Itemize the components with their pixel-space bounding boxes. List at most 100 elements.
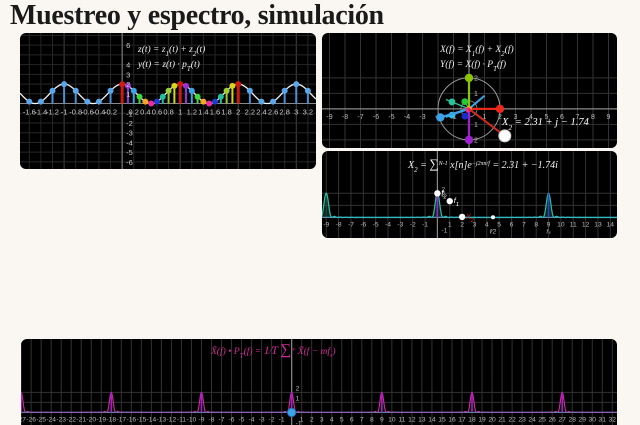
svg-text:-1: -1 bbox=[279, 416, 285, 423]
svg-text:-6: -6 bbox=[373, 114, 379, 121]
svg-text:21: 21 bbox=[498, 416, 506, 423]
svg-text:-11: -11 bbox=[177, 416, 186, 423]
svg-text:-16: -16 bbox=[126, 416, 136, 423]
svg-text:1.6: 1.6 bbox=[210, 108, 220, 117]
svg-text:20: 20 bbox=[488, 416, 496, 423]
svg-text:12: 12 bbox=[408, 416, 416, 423]
svg-text:30: 30 bbox=[589, 416, 597, 423]
svg-text:-8: -8 bbox=[209, 416, 215, 423]
svg-text:3.2: 3.2 bbox=[303, 108, 313, 117]
svg-text:25: 25 bbox=[538, 416, 546, 423]
svg-text:1.8: 1.8 bbox=[221, 108, 231, 117]
svg-text:8: 8 bbox=[534, 222, 538, 229]
svg-text:1: 1 bbox=[126, 90, 130, 99]
svg-text:13: 13 bbox=[594, 222, 602, 229]
svg-text:-21: -21 bbox=[76, 416, 86, 423]
svg-text:-10: -10 bbox=[187, 416, 197, 423]
svg-text:32: 32 bbox=[609, 416, 617, 423]
svg-text:4: 4 bbox=[485, 222, 489, 229]
svg-text:-1: -1 bbox=[126, 109, 133, 118]
svg-text:X2 = ∑N-1 x[n]e−j2πn/f = 2.31: X2 = ∑N-1 x[n]e−j2πn/f = 2.31 + −1.74i bbox=[407, 156, 558, 174]
svg-text:-1.2: -1.2 bbox=[46, 108, 59, 117]
svg-text:fₛ: fₛ bbox=[546, 229, 551, 236]
svg-text:-4: -4 bbox=[249, 416, 255, 423]
svg-text:6: 6 bbox=[126, 41, 130, 50]
svg-text:-2: -2 bbox=[126, 119, 133, 128]
svg-text:27: 27 bbox=[558, 416, 566, 423]
svg-text:X̃(f) • PT(f) = 1⁄T ∑∞ X̃(f −: X̃(f) • PT(f) = 1⁄T ∑∞ X̃(f − mfs) bbox=[210, 342, 336, 360]
svg-text:-7: -7 bbox=[348, 222, 354, 229]
svg-text:1: 1 bbox=[474, 122, 478, 129]
svg-text:-17: -17 bbox=[116, 416, 126, 423]
svg-text:-6: -6 bbox=[229, 416, 235, 423]
svg-text:-5: -5 bbox=[388, 114, 394, 121]
svg-text:-18: -18 bbox=[106, 416, 116, 423]
svg-text:-14: -14 bbox=[147, 416, 157, 423]
svg-text:-12: -12 bbox=[167, 416, 177, 423]
svg-text:2.8: 2.8 bbox=[279, 108, 289, 117]
svg-text:3: 3 bbox=[294, 108, 298, 117]
svg-text:-9: -9 bbox=[323, 222, 329, 229]
svg-text:26: 26 bbox=[548, 416, 556, 423]
svg-text:4: 4 bbox=[330, 416, 334, 423]
svg-text:-1: -1 bbox=[422, 222, 428, 229]
svg-text:-3: -3 bbox=[419, 114, 425, 121]
svg-text:9: 9 bbox=[547, 222, 551, 229]
svg-text:X2 = 2.31 + j − 1.74: X2 = 2.31 + j − 1.74 bbox=[501, 117, 590, 132]
svg-text:-9: -9 bbox=[198, 416, 204, 423]
svg-text:-4: -4 bbox=[126, 138, 133, 147]
svg-text:-7: -7 bbox=[219, 416, 225, 423]
svg-text:7: 7 bbox=[522, 222, 526, 229]
svg-text:-1: -1 bbox=[441, 228, 447, 235]
svg-text:8: 8 bbox=[591, 114, 595, 121]
svg-text:12: 12 bbox=[582, 222, 590, 229]
svg-text:2: 2 bbox=[310, 416, 314, 423]
svg-text:2.2: 2.2 bbox=[245, 108, 255, 117]
svg-text:Y(f) = X(f) · PT(f): Y(f) = X(f) · PT(f) bbox=[440, 59, 506, 73]
svg-text:1.2: 1.2 bbox=[187, 108, 197, 117]
svg-text:-6: -6 bbox=[126, 158, 133, 167]
svg-text:11: 11 bbox=[398, 416, 405, 423]
svg-text:5: 5 bbox=[340, 416, 344, 423]
svg-text:2: 2 bbox=[236, 108, 240, 117]
svg-text:24: 24 bbox=[528, 416, 536, 423]
svg-text:0.8: 0.8 bbox=[163, 108, 173, 117]
svg-text:1: 1 bbox=[296, 395, 300, 402]
svg-text:11: 11 bbox=[570, 222, 577, 229]
svg-text:-8: -8 bbox=[342, 114, 348, 121]
svg-text:18: 18 bbox=[468, 416, 476, 423]
svg-text:9: 9 bbox=[607, 114, 611, 121]
svg-text:-23: -23 bbox=[56, 416, 66, 423]
svg-text:9: 9 bbox=[380, 416, 384, 423]
svg-text:1: 1 bbox=[448, 222, 452, 229]
svg-text:z(t) = z1(t) + z2(t): z(t) = z1(t) + z2(t) bbox=[137, 44, 205, 58]
svg-text:-9: -9 bbox=[326, 114, 332, 121]
svg-text:3: 3 bbox=[320, 416, 324, 423]
svg-text:-1: -1 bbox=[61, 108, 68, 117]
svg-text:-4: -4 bbox=[404, 114, 410, 121]
svg-text:-3: -3 bbox=[397, 222, 403, 229]
svg-text:29: 29 bbox=[579, 416, 587, 423]
svg-text:-13: -13 bbox=[157, 416, 167, 423]
svg-text:23: 23 bbox=[518, 416, 526, 423]
svg-text:19: 19 bbox=[478, 416, 486, 423]
svg-text:-20: -20 bbox=[86, 416, 96, 423]
svg-text:-7: -7 bbox=[357, 114, 363, 121]
svg-text:-1: -1 bbox=[296, 420, 302, 425]
svg-text:-25: -25 bbox=[36, 416, 46, 423]
svg-text:2: 2 bbox=[296, 385, 300, 392]
svg-text:22: 22 bbox=[508, 416, 516, 423]
svg-text:-24: -24 bbox=[46, 416, 56, 423]
svg-text:14: 14 bbox=[607, 222, 615, 229]
svg-text:-2: -2 bbox=[269, 416, 275, 423]
svg-text:13: 13 bbox=[418, 416, 426, 423]
svg-text:-19: -19 bbox=[96, 416, 106, 423]
svg-text:-6: -6 bbox=[360, 222, 366, 229]
svg-text:2: 2 bbox=[460, 222, 464, 229]
svg-text:f⁄2: f⁄2 bbox=[490, 229, 497, 236]
svg-text:17: 17 bbox=[458, 416, 466, 423]
svg-text:8: 8 bbox=[370, 416, 374, 423]
svg-text:10: 10 bbox=[388, 416, 396, 423]
svg-text:6: 6 bbox=[350, 416, 354, 423]
svg-text:0.4: 0.4 bbox=[140, 108, 150, 117]
